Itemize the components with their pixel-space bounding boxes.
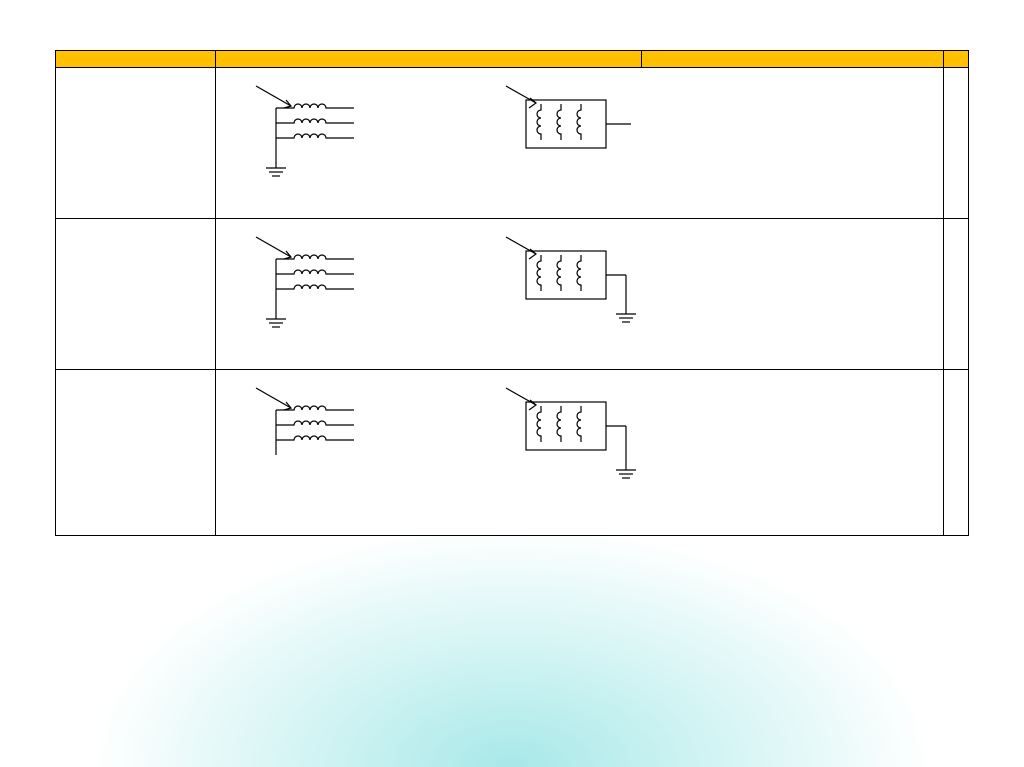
circuit-diagram-icon xyxy=(216,219,646,349)
header-second-letter xyxy=(642,51,944,68)
table-row xyxy=(56,68,969,219)
circuit-diagram-icon xyxy=(216,370,646,515)
system-cell-tt xyxy=(56,219,216,370)
grounding-systems-table xyxy=(55,50,969,536)
header-system xyxy=(56,51,216,68)
header-first-letter xyxy=(216,51,642,68)
diagram-cell-tn xyxy=(216,68,944,219)
diagram-cell-it xyxy=(216,370,944,536)
measures-cell xyxy=(943,219,968,370)
table-row xyxy=(56,370,969,536)
table-header-row xyxy=(56,51,969,68)
system-cell-it xyxy=(56,370,216,536)
header-measures xyxy=(943,51,968,68)
system-cell-tn xyxy=(56,68,216,219)
circuit-diagram-icon xyxy=(216,68,646,198)
measures-cell xyxy=(943,370,968,536)
measures-cell xyxy=(943,68,968,219)
diagram-cell-tt xyxy=(216,219,944,370)
table-row xyxy=(56,219,969,370)
